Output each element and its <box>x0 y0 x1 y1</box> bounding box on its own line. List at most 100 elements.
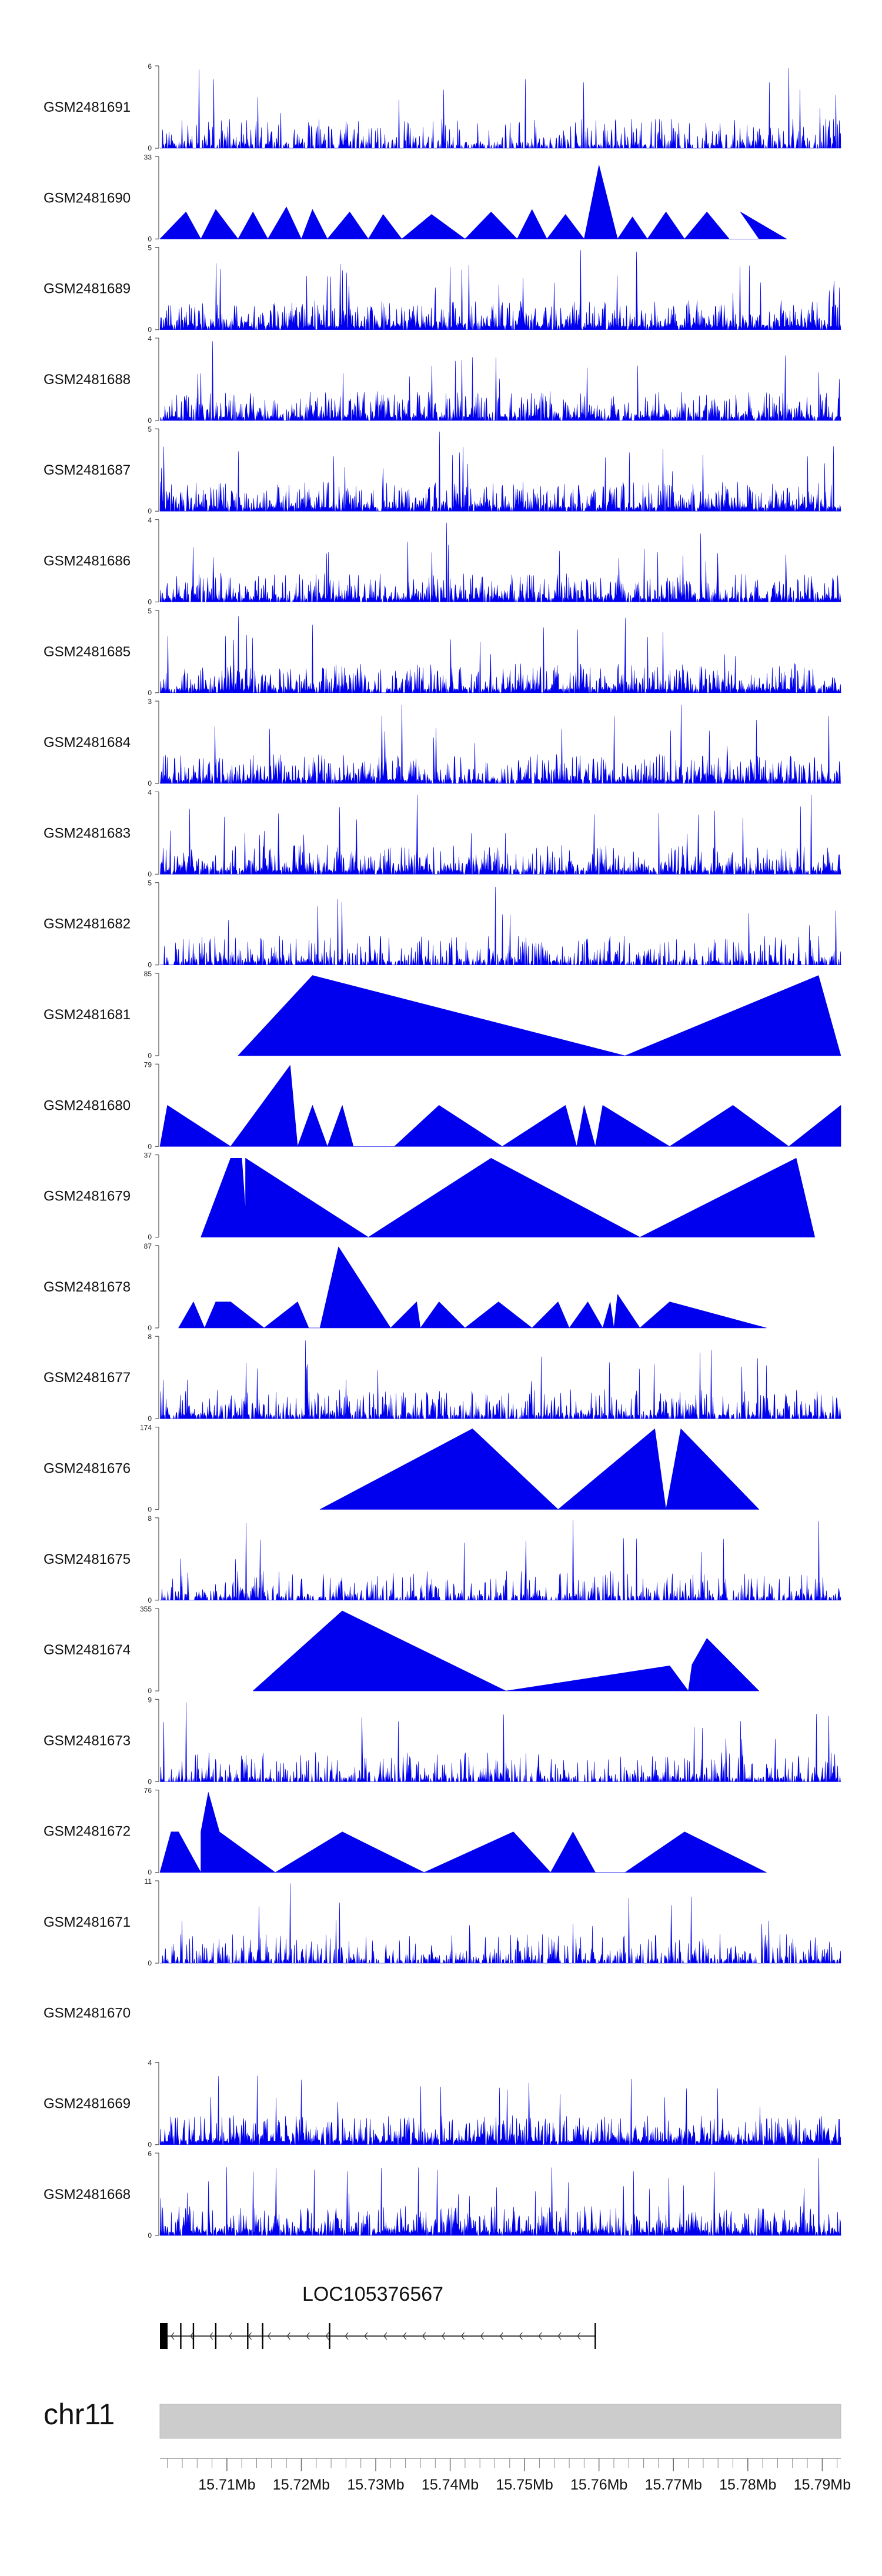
track-GSM2481691: GSM2481691 6 0 <box>44 62 841 152</box>
track-label: GSM2481683 <box>44 825 131 841</box>
y-max-label: 9 <box>148 1696 152 1704</box>
track-label: GSM2481687 <box>44 462 131 478</box>
signal-area <box>252 1610 760 1691</box>
y-max-label: 37 <box>144 1152 152 1160</box>
y-min-label: 0 <box>148 2231 152 2240</box>
signal-area <box>159 795 841 875</box>
y-min-label: 0 <box>148 1052 152 1060</box>
y-max-label: 4 <box>148 516 152 525</box>
track-label: GSM2481686 <box>44 553 131 569</box>
track-label: GSM2481689 <box>44 281 131 297</box>
gene-label: LOC105376567 <box>302 2283 443 2305</box>
track-GSM2481688: GSM2481688 4 0 <box>44 335 841 425</box>
signal-area <box>159 431 841 512</box>
y-max-label: 6 <box>148 2150 152 2158</box>
gene-exon <box>262 2323 263 2349</box>
track-GSM2481685: GSM2481685 5 0 <box>44 607 841 697</box>
track-label: GSM2481681 <box>44 1007 131 1023</box>
gene-track: LOC105376567 <box>160 2283 596 2349</box>
y-max-label: 8 <box>148 1514 152 1523</box>
gene-end <box>594 2323 596 2349</box>
x-tick-label: 15.76Mb <box>570 2477 627 2493</box>
signal-area <box>178 1246 767 1329</box>
track-GSM2481677: GSM2481677 8 0 <box>44 1333 841 1423</box>
track-GSM2481676: GSM2481676 174 0 <box>44 1424 760 1514</box>
track-GSM2481669: GSM2481669 4 0 <box>44 2059 841 2149</box>
signal-area <box>159 2076 841 2145</box>
signal-area <box>159 705 841 784</box>
track-GSM2481673: GSM2481673 9 0 <box>44 1696 841 1786</box>
track-label: GSM2481676 <box>44 1461 131 1477</box>
signal-area <box>159 522 841 602</box>
chromosome-ideogram <box>159 2404 841 2439</box>
x-tick-label: 15.79Mb <box>794 2477 851 2493</box>
gene-exon-block <box>160 2323 168 2349</box>
strand-arrow-icon <box>499 2332 503 2340</box>
y-min-label: 0 <box>148 598 152 606</box>
track-label: GSM2481675 <box>44 1551 131 1567</box>
track-GSM2481671: GSM2481671 11 0 <box>44 1877 841 1967</box>
track-GSM2481678: GSM2481678 87 0 <box>44 1242 767 1332</box>
track-label: GSM2481668 <box>44 2187 131 2203</box>
y-min-label: 0 <box>148 1596 152 1604</box>
track-GSM2481674: GSM2481674 355 0 <box>44 1605 760 1695</box>
y-min-label: 0 <box>148 1687 152 1695</box>
track-GSM2481675: GSM2481675 8 0 <box>44 1514 841 1604</box>
track-label: GSM2481680 <box>44 1097 131 1113</box>
signal-area <box>159 886 841 965</box>
track-label: GSM2481671 <box>44 1914 131 1930</box>
strand-arrow-icon <box>345 2332 349 2340</box>
y-max-label: 4 <box>148 788 152 796</box>
y-max-label: 5 <box>148 879 152 887</box>
strand-arrow-icon <box>441 2332 446 2340</box>
strand-arrow-icon <box>190 2332 194 2340</box>
track-label: GSM2481678 <box>44 1279 131 1295</box>
y-max-label: 76 <box>144 1787 152 1795</box>
x-tick-label: 15.73Mb <box>347 2477 404 2493</box>
track-GSM2481672: GSM2481672 76 0 <box>44 1787 767 1877</box>
strand-arrow-icon <box>171 2332 175 2340</box>
y-min-label: 0 <box>148 326 152 334</box>
strand-arrow-icon <box>480 2332 484 2340</box>
track-label: GSM2481673 <box>44 1733 131 1749</box>
strand-arrow-icon <box>422 2332 426 2340</box>
signal-area <box>159 165 787 239</box>
track-label: GSM2481674 <box>44 1642 131 1658</box>
y-min-label: 0 <box>148 1324 152 1332</box>
track-GSM2481679: GSM2481679 37 0 <box>44 1152 815 1242</box>
track-GSM2481687: GSM2481687 5 0 <box>44 425 841 515</box>
strand-arrow-icon <box>364 2332 368 2340</box>
signal-area <box>159 616 841 693</box>
x-tick-label: 15.74Mb <box>422 2477 479 2493</box>
track-label: GSM2481685 <box>44 644 131 660</box>
y-max-label: 33 <box>144 153 152 161</box>
signal-area <box>159 1065 841 1147</box>
gene-exon <box>215 2323 217 2349</box>
y-max-label: 11 <box>145 1877 152 1886</box>
y-min-label: 0 <box>148 1868 152 1877</box>
track-label: GSM2481688 <box>44 372 131 388</box>
strand-arrow-icon <box>403 2332 407 2340</box>
signal-area <box>159 341 841 421</box>
y-max-label: 174 <box>140 1424 152 1432</box>
strand-arrow-icon <box>209 2332 213 2340</box>
x-tick-label: 15.72Mb <box>273 2477 330 2493</box>
track-GSM2481686: GSM2481686 4 0 <box>44 516 841 606</box>
signal-area <box>159 2158 841 2236</box>
y-max-label: 5 <box>148 425 152 433</box>
track-label: GSM2481684 <box>44 735 131 750</box>
strand-arrow-icon <box>538 2332 542 2340</box>
y-min-label: 0 <box>148 1414 152 1423</box>
y-max-label: 4 <box>148 2059 152 2067</box>
y-min-label: 0 <box>148 2141 152 2149</box>
strand-arrow-icon <box>267 2332 271 2340</box>
y-min-label: 0 <box>148 689 152 697</box>
y-max-label: 6 <box>148 62 152 71</box>
track-GSM2481682: GSM2481682 5 0 <box>44 879 841 969</box>
track-label: GSM2481677 <box>44 1370 131 1386</box>
y-max-label: 5 <box>148 607 152 615</box>
signal-area <box>319 1429 760 1510</box>
signal-area <box>238 975 841 1056</box>
gene-exon <box>329 2323 330 2349</box>
y-max-label: 85 <box>144 970 152 978</box>
